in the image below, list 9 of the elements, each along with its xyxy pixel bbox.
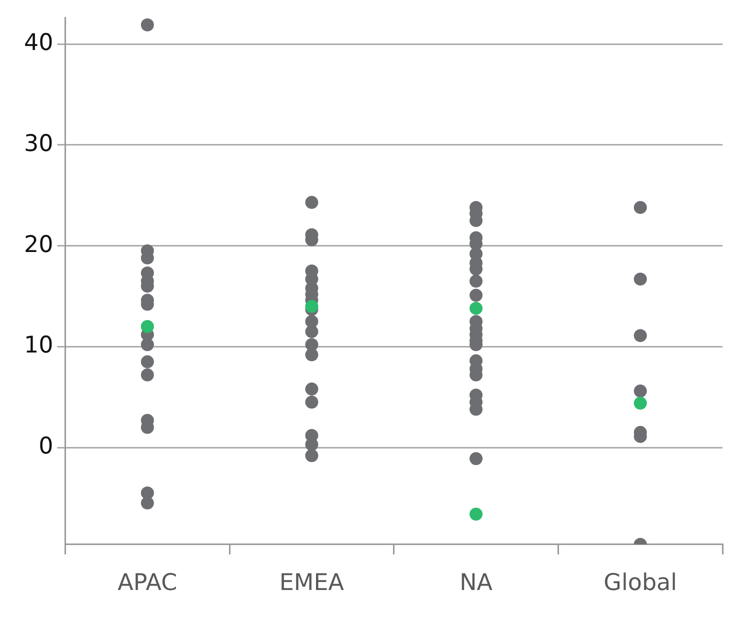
x-tick-label: Global [604, 570, 678, 596]
x-tick-label: EMEA [279, 570, 344, 596]
y-tick-label: 30 [24, 130, 54, 157]
y-tick-label: 10 [24, 332, 54, 359]
y-tick-label: 0 [38, 434, 54, 460]
y-tick-label: 40 [24, 30, 54, 56]
x-tick-label: APAC [118, 570, 178, 596]
x-tick-label: NA [460, 570, 493, 596]
y-tick-label: 20 [24, 232, 54, 258]
